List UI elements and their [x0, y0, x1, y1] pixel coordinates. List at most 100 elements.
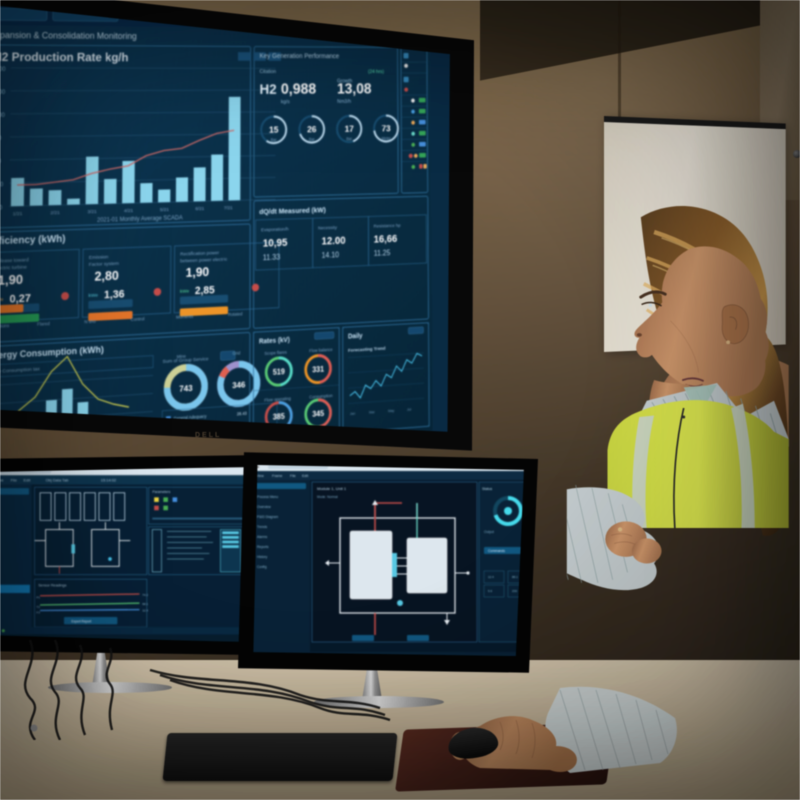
svg-text:History: History: [257, 555, 268, 559]
svg-text:Edit: Edit: [24, 478, 32, 483]
svg-text:28.43: 28.43: [237, 411, 247, 417]
svg-text:Resistance hp: Resistance hp: [374, 223, 401, 230]
svg-text:kWe: kWe: [88, 293, 98, 299]
svg-text:Key Generation Performance: Key Generation Performance: [260, 53, 340, 60]
svg-text:Emission: Emission: [89, 254, 109, 261]
svg-text:5.6: 5.6: [488, 589, 493, 593]
svg-text:13,08: 13,08: [337, 81, 372, 97]
svg-text:2/21: 2/21: [27, 448, 36, 450]
svg-text:Necessity: Necessity: [318, 225, 337, 231]
svg-text:10,95: 10,95: [263, 237, 288, 249]
svg-text:11.25: 11.25: [374, 249, 391, 258]
svg-text:Config: Config: [257, 565, 267, 569]
svg-text:385: 385: [273, 412, 286, 422]
svg-text:Moments: Moments: [176, 314, 194, 320]
svg-text:1,90: 1,90: [186, 264, 210, 280]
svg-text:7/21: 7/21: [224, 205, 233, 211]
svg-text:0,27: 0,27: [9, 293, 31, 306]
svg-text:5/21: 5/21: [122, 441, 131, 447]
svg-text:Alarms: Alarms: [257, 535, 268, 539]
svg-text:743: 743: [179, 383, 193, 394]
svg-text:519: 519: [273, 367, 286, 377]
svg-text:F3: F3: [36, 610, 40, 614]
svg-text:Trends: Trends: [257, 525, 267, 529]
svg-text:11.33: 11.33: [263, 253, 281, 262]
svg-text:P1: P1: [36, 596, 40, 600]
svg-text:File: File: [290, 474, 296, 478]
svg-text:1/21: 1/21: [13, 211, 23, 217]
svg-text:H2 Production Rate kg/h: H2 Production Rate kg/h: [0, 50, 128, 64]
svg-text:Mar: Mar: [369, 410, 375, 414]
svg-text:1,36: 1,36: [104, 288, 125, 301]
svg-text:74.2: 74.2: [142, 593, 148, 597]
svg-text:12.4: 12.4: [142, 608, 148, 612]
svg-text:Mine: Mine: [177, 354, 187, 360]
svg-text:15:14:02: 15:14:02: [101, 478, 116, 483]
svg-text:Output: Output: [484, 530, 494, 534]
svg-text:17: 17: [345, 124, 354, 134]
svg-text:0,988: 0,988: [281, 81, 316, 97]
svg-text:4/21: 4/21: [91, 443, 100, 449]
svg-text:18000: 18000: [0, 90, 6, 96]
svg-text:346: 346: [232, 379, 245, 390]
svg-text:Parameters: Parameters: [152, 490, 170, 494]
svg-text:Flared: Flared: [37, 321, 50, 327]
svg-text:3/21: 3/21: [87, 209, 97, 215]
svg-text:Control: Control: [131, 316, 145, 322]
svg-text:24000: 24000: [0, 67, 6, 73]
svg-text:2/21: 2/21: [50, 210, 60, 216]
svg-text:Meter: Meter: [382, 136, 392, 141]
svg-text:88.1: 88.1: [512, 575, 518, 579]
svg-text:(24 hrs): (24 hrs): [368, 69, 384, 75]
svg-text:Bar: Bar: [271, 137, 277, 142]
svg-text:12.4: 12.4: [488, 575, 494, 579]
svg-text:5/21: 5/21: [160, 207, 169, 213]
svg-text:T2: T2: [36, 605, 40, 609]
svg-text:Positions: Positions: [0, 323, 10, 329]
svg-text:68.1: 68.1: [142, 602, 148, 606]
svg-text:Edit: Edit: [302, 474, 308, 478]
svg-text:N sho: N sho: [84, 319, 96, 325]
svg-text:331: 331: [312, 365, 324, 374]
svg-text:Citation: Citation: [260, 69, 277, 75]
svg-text:Bar: Bar: [346, 136, 352, 141]
svg-text:14.10: 14.10: [322, 250, 340, 259]
svg-text:Bar: Bar: [309, 137, 315, 142]
svg-text:2,80: 2,80: [94, 268, 118, 284]
svg-text:Reports: Reports: [257, 545, 269, 549]
svg-text:Jan: Jan: [350, 412, 355, 416]
svg-text:Rotated: Rotated: [228, 311, 243, 317]
svg-text:Expansion & Consolidation M: Expansion & Consolidation Monitoring: [0, 30, 137, 41]
svg-text:Daily: Daily: [348, 333, 363, 341]
svg-text:P&ID Diagram: P&ID Diagram: [257, 515, 278, 519]
svg-text:2,85: 2,85: [195, 284, 215, 297]
svg-text:Module 1, Unit 1: Module 1, Unit 1: [317, 486, 347, 491]
svg-text:6/21: 6/21: [195, 206, 204, 212]
svg-text:Grid: Grid: [232, 350, 240, 355]
svg-text:H2: H2: [259, 82, 276, 98]
svg-text:12.00: 12.00: [322, 235, 346, 247]
svg-text:345: 345: [312, 409, 324, 419]
svg-text:kWe: kWe: [180, 289, 189, 295]
svg-text:4/21: 4/21: [124, 208, 134, 214]
svg-text:1,90: 1,90: [0, 272, 23, 288]
svg-text:Sensor Readings: Sensor Readings: [38, 584, 66, 588]
svg-text:Commands: Commands: [488, 549, 505, 553]
svg-text:kWe: kWe: [0, 297, 4, 304]
svg-text:Overview: Overview: [257, 505, 271, 509]
svg-text:May: May: [388, 409, 394, 413]
svg-text:15: 15: [269, 125, 278, 136]
svg-text:Obj Data Tab: Obj Data Tab: [46, 478, 70, 483]
svg-text:Nm3/h: Nm3/h: [337, 99, 351, 105]
svg-text:3/21: 3/21: [59, 446, 68, 450]
svg-text:Export Report: Export Report: [71, 619, 91, 623]
svg-text:File: File: [11, 478, 18, 483]
svg-text:Frame: Frame: [272, 474, 282, 478]
svg-text:73: 73: [382, 124, 391, 134]
svg-text:14000: 14000: [0, 113, 6, 119]
svg-text:Mode: Normal: Mode: Normal: [317, 495, 338, 499]
svg-text:Jul: Jul: [407, 408, 411, 412]
svg-text:16,66: 16,66: [374, 233, 398, 245]
svg-text:Process Menu: Process Menu: [257, 495, 278, 499]
svg-text:26: 26: [307, 125, 316, 135]
